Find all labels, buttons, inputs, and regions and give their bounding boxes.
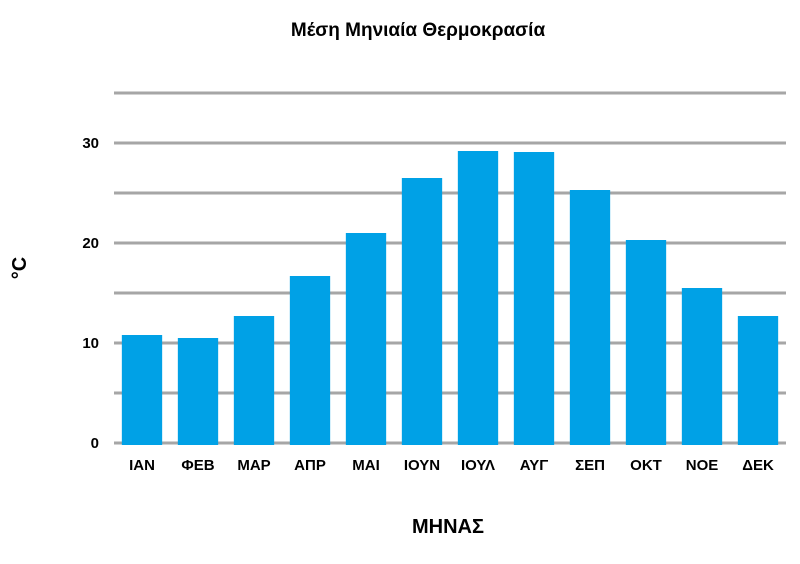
bar-3 [233,316,275,445]
x-axis-label: ΜΗΝΑΣ [412,516,484,538]
bars [121,151,779,445]
x-category-label: ΔΕΚ [742,457,774,474]
x-category-label: ΣΕΠ [575,457,605,474]
y-axis-ticks: 0 10 20 30 [82,135,99,452]
x-category-label: ΙΟΥΛ [461,457,495,474]
gridlines [114,91,786,445]
bar-8 [513,152,555,445]
bar-5 [345,233,387,445]
x-category-label: ΑΠΡ [294,457,326,474]
y-tick-label: 20 [82,235,99,252]
bar-11 [681,288,723,445]
x-category-label: ΟΚΤ [630,457,662,474]
x-category-label: ΙΟΥΝ [404,457,440,474]
bar-2 [177,338,219,445]
chart-title: Μέση Μηνιαία Θερμοκρασία [291,20,546,41]
bar-12 [737,316,779,445]
x-category-label: ΑΥΓ [520,457,549,474]
y-tick-label: 10 [82,335,99,352]
bar-6 [401,178,443,445]
bar-4 [289,276,331,445]
y-tick-label: 30 [82,135,99,152]
x-category-label: ΦΕΒ [181,457,214,474]
bar-1 [121,335,163,445]
x-axis-categories: ΙΑΝ ΦΕΒ ΜΑΡ ΑΠΡ ΜΑΙ ΙΟΥΝ ΙΟΥΛ ΑΥΓ ΣΕΠ ΟΚΤ ΝΟΕ ΔΕΚ [129,457,774,474]
x-category-label: ΙΑΝ [129,457,155,474]
y-axis-label: °C [9,257,31,279]
bar-7 [457,151,499,445]
x-category-label: ΜΑΙ [352,457,380,474]
x-category-label: ΜΑΡ [237,457,270,474]
y-tick-label: 0 [91,435,99,452]
bar-9 [569,190,611,445]
bar-10 [625,240,667,445]
x-category-label: ΝΟΕ [686,457,719,474]
